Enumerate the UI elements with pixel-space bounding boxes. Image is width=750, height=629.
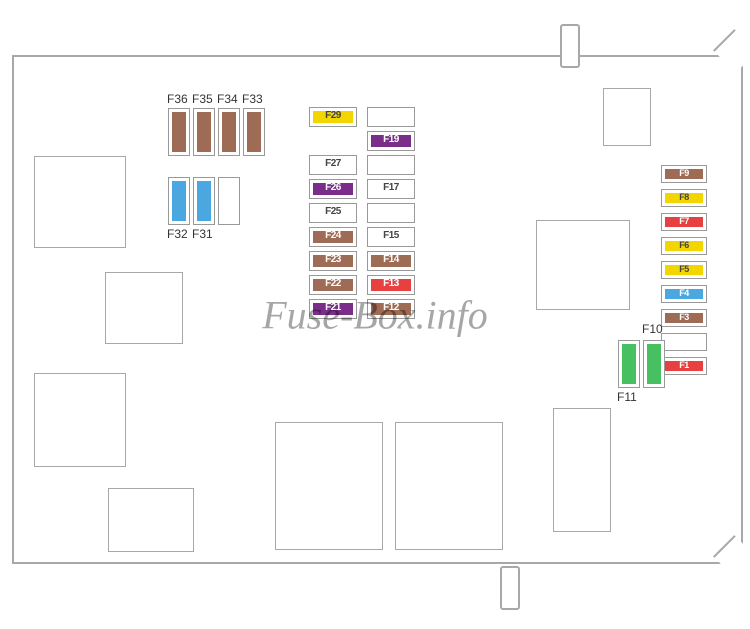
relay-slot-3 [108, 488, 194, 552]
fuse-F14: F14 [367, 251, 415, 271]
fuse-F11 [618, 340, 640, 388]
fuse-label: F34 [217, 92, 238, 106]
fuse-text: F24 [310, 228, 356, 244]
mounting-clip-0 [560, 24, 580, 68]
fuse-F3: F3 [661, 309, 707, 327]
mounting-clip-1 [500, 566, 520, 610]
fuse-F24: F24 [309, 227, 357, 247]
fuse-F33 [243, 108, 265, 156]
fuse-F27: F27 [309, 155, 357, 175]
fuse-text: F7 [662, 214, 706, 228]
fuse-F6: F6 [661, 237, 707, 255]
fuse-text: F26 [310, 180, 356, 196]
relay-slot-2 [34, 373, 126, 467]
relay-slot-5 [395, 422, 503, 550]
fuse-text: F8 [662, 190, 706, 204]
fuse-text: F1 [662, 358, 706, 372]
fuse-F9: F9 [661, 165, 707, 183]
fuse-F36 [168, 108, 190, 156]
fuse-F8: F8 [661, 189, 707, 207]
fuse-F12: F12 [367, 299, 415, 319]
fuse-text: F5 [662, 262, 706, 276]
fuse-F15: F15 [367, 227, 415, 247]
fuse-F34 [218, 108, 240, 156]
fuse-F32 [168, 177, 190, 225]
fuse-blank [661, 333, 707, 351]
fuse-text: F6 [662, 238, 706, 252]
fuse-blank [367, 107, 415, 127]
relay-slot-0 [34, 156, 126, 248]
fuse-text: F21 [310, 300, 356, 316]
fuse-label: F35 [192, 92, 213, 106]
fuse-F1: F1 [661, 357, 707, 375]
relay-slot-4 [275, 422, 383, 550]
fuse-text: F12 [368, 300, 414, 316]
relay-slot-7 [536, 220, 630, 310]
fuse-label: F11 [617, 390, 637, 404]
fuse-text: F15 [368, 228, 414, 244]
fuse-F23: F23 [309, 251, 357, 271]
fuse-F5: F5 [661, 261, 707, 279]
fuse-F17: F17 [367, 179, 415, 199]
fuse-F13: F13 [367, 275, 415, 295]
fuse-F29: F29 [309, 107, 357, 127]
fuse-text: F25 [310, 204, 356, 220]
fuse-text: F3 [662, 310, 706, 324]
fuse-F22: F22 [309, 275, 357, 295]
fuse-blank [218, 177, 240, 225]
fuse-F4: F4 [661, 285, 707, 303]
fuse-text: F22 [310, 276, 356, 292]
fuse-label: F33 [242, 92, 263, 106]
fuse-F7: F7 [661, 213, 707, 231]
fuse-label: F10 [642, 322, 663, 336]
fuse-F19: F19 [367, 131, 415, 151]
fuse-text: F19 [368, 132, 414, 148]
fuse-F25: F25 [309, 203, 357, 223]
fuse-text: F4 [662, 286, 706, 300]
fuse-F26: F26 [309, 179, 357, 199]
fuse-text: F27 [310, 156, 356, 172]
fuse-F35 [193, 108, 215, 156]
fuse-blank [367, 155, 415, 175]
relay-slot-6 [553, 408, 611, 532]
fuse-text: F9 [662, 166, 706, 180]
fuse-label: F36 [167, 92, 188, 106]
fuse-text: F17 [368, 180, 414, 196]
fuse-blank [367, 203, 415, 223]
fuse-text: F13 [368, 276, 414, 292]
relay-slot-8 [603, 88, 651, 146]
fuse-label: F31 [192, 227, 213, 241]
fuse-F31 [193, 177, 215, 225]
fuse-F21: F21 [309, 299, 357, 319]
relay-slot-1 [105, 272, 183, 344]
fuse-text: F14 [368, 252, 414, 268]
fuse-text: F23 [310, 252, 356, 268]
fusebox-diagram: F36 F35 F34 F33 F32 F31 F29 F19 F27 F26 F17 F25 F24 F… [0, 0, 750, 629]
fuse-text: F29 [310, 108, 356, 124]
fuse-label: F32 [167, 227, 188, 241]
